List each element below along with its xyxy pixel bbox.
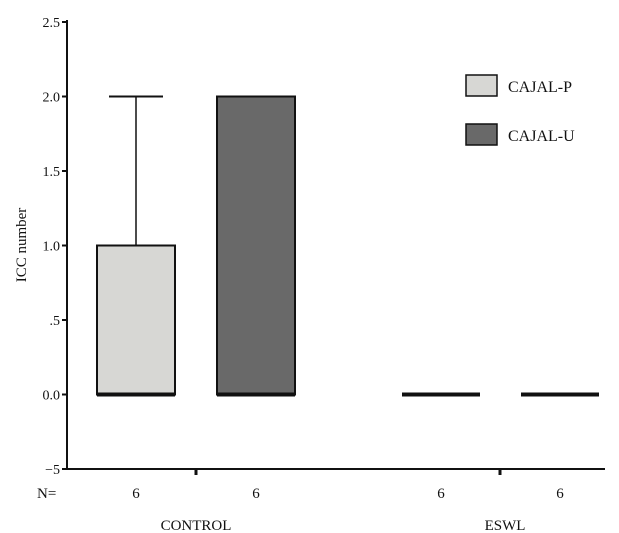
y-tick-label: 0.0	[43, 389, 61, 404]
y-tick-label: 2.5	[43, 16, 61, 31]
y-tick-label: −5	[45, 463, 60, 478]
n-count-label: 6	[132, 486, 140, 502]
n-count-label: 6	[252, 486, 260, 502]
box-cajal-u	[216, 95, 296, 396]
n-count-label: 6	[556, 486, 564, 502]
y-tick-label: .5	[50, 314, 61, 329]
y-tick-label: 2.0	[43, 91, 61, 106]
y-tick-label: 1.0	[43, 240, 61, 255]
axes: 2.5 2.0 1.5 1.0 .5 0.0 −5 N= 6 6 6 6 CONTROL ESWL	[37, 16, 605, 533]
legend-swatch	[465, 123, 498, 146]
box-cajal-p	[96, 244, 176, 396]
legend: CAJAL-P CAJAL-U	[465, 74, 575, 146]
legend-swatch	[465, 74, 498, 97]
x-category-label: ESWL	[485, 518, 526, 533]
legend-label: CAJAL-U	[508, 128, 575, 145]
n-count-label: 6	[437, 486, 445, 502]
n-prefix: N=	[37, 486, 56, 502]
x-category-label: CONTROL	[161, 518, 232, 533]
y-tick-label: 1.5	[43, 165, 61, 180]
legend-label: CAJAL-P	[508, 79, 572, 96]
y-axis-title: ICC number	[14, 208, 30, 283]
plot-marks	[96, 95, 599, 397]
